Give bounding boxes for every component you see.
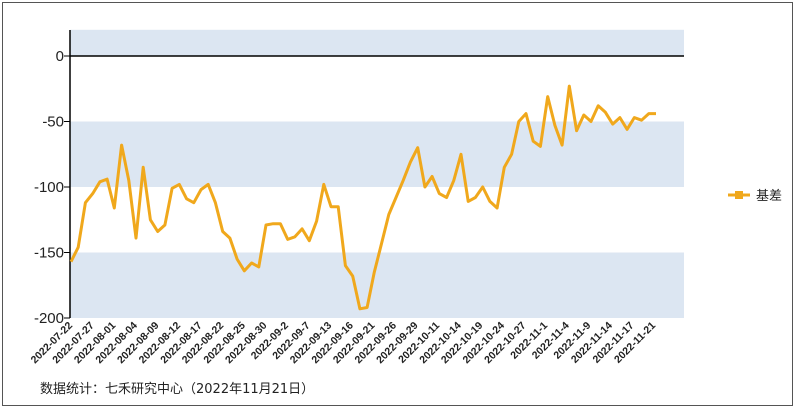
band-0 [70, 29, 684, 56]
x-axis-ticks: 2022-07-222022-07-272022-08-012022-08-04… [29, 320, 659, 367]
series-layer [69, 84, 656, 311]
chart-frame [2, 2, 793, 406]
y-tick-label: -100 [34, 179, 64, 196]
y-tick-label: 0 [56, 48, 64, 65]
band-1 [70, 121, 684, 187]
source-note: 数据统计：七禾研究中心（2022年11月21日） [40, 382, 315, 397]
axes [69, 30, 684, 318]
legend-label: 基差 [756, 189, 782, 204]
y-axis-ticks: 0 -50 -100 -150 -200 [34, 48, 70, 327]
y-tick-label: -150 [34, 245, 64, 262]
y-tick-label: -50 [42, 114, 64, 131]
legend-marker [735, 191, 743, 199]
series-line-jicha [69, 84, 656, 311]
legend: 基差 [728, 189, 782, 204]
background-bands [70, 29, 684, 318]
y-tick-label: -200 [34, 310, 64, 327]
